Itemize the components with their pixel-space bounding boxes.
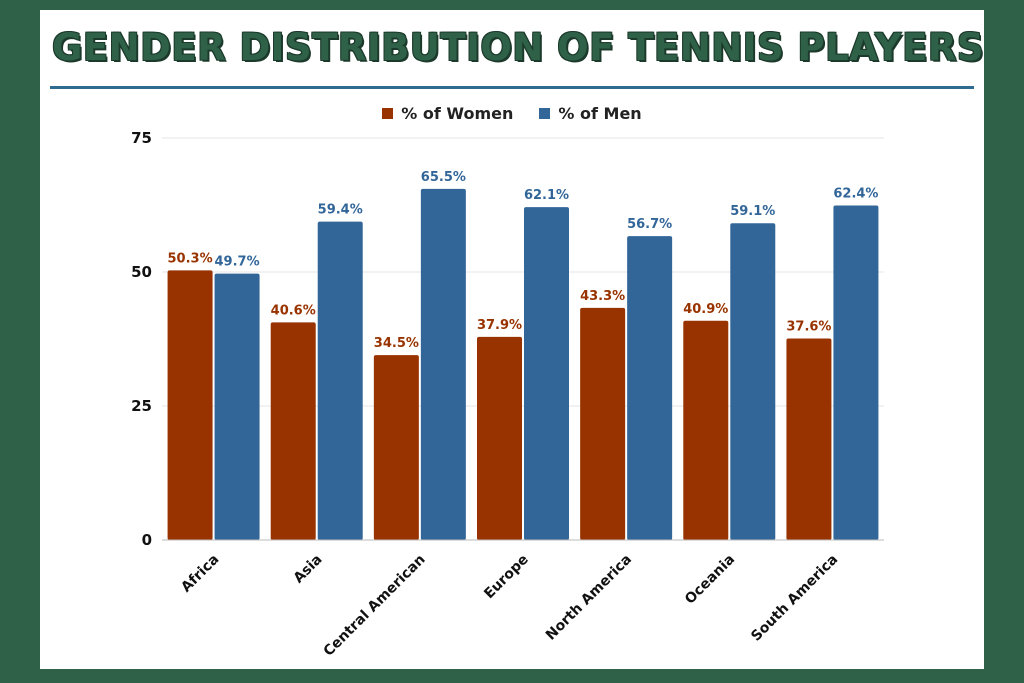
legend-swatch-women (382, 108, 394, 119)
data-label-women: 40.9% (683, 302, 728, 317)
data-label-women: 37.9% (477, 318, 522, 333)
bar-men (627, 236, 673, 540)
data-label-men: 49.7% (215, 255, 260, 270)
bar-men (730, 223, 776, 540)
bar-women (786, 338, 832, 540)
data-label-men: 65.5% (421, 170, 466, 185)
chart-legend: % of Women % of Men (40, 104, 984, 123)
bar-women (270, 322, 316, 540)
bar-women (683, 320, 729, 540)
bar-men (833, 205, 879, 540)
bar-women (580, 307, 626, 540)
bar-women (373, 355, 419, 540)
data-label-men: 56.7% (627, 217, 672, 232)
y-tick-label: 25 (131, 397, 152, 415)
chart-card: GENDER DISTRIBUTION OF TENNIS PLAYERS % … (40, 10, 984, 669)
x-category-label: Oceania (682, 552, 738, 608)
y-tick-label: 0 (142, 531, 152, 549)
data-label-women: 40.6% (271, 303, 316, 318)
title-divider (50, 86, 974, 89)
x-category-label: Africa (178, 552, 222, 596)
legend-swatch-men (539, 108, 551, 119)
y-tick-label: 75 (131, 129, 152, 147)
x-category-label: Asia (291, 552, 326, 587)
data-label-women: 43.3% (580, 289, 625, 304)
x-category-label: Europe (481, 552, 532, 603)
bar-women (477, 336, 522, 540)
bar-men (524, 207, 569, 541)
data-label-men: 59.4% (318, 203, 363, 218)
x-category-label: Central American (321, 552, 429, 660)
legend-item-men: % of Men (539, 104, 642, 123)
bar-men (317, 221, 363, 540)
data-label-men: 59.1% (730, 204, 775, 219)
data-label-men: 62.4% (833, 187, 878, 202)
data-label-men: 62.1% (524, 188, 569, 203)
chart-title: GENDER DISTRIBUTION OF TENNIS PLAYERS (52, 26, 984, 69)
data-label-women: 50.3% (168, 251, 213, 266)
bar-men (214, 273, 260, 540)
bar-women (167, 270, 213, 540)
x-category-label: North America (543, 552, 635, 644)
data-label-women: 34.5% (374, 336, 419, 351)
legend-label-women: % of Women (401, 104, 514, 123)
bar-men (420, 188, 466, 541)
x-category-label: South America (748, 552, 841, 645)
y-tick-label: 50 (131, 263, 152, 281)
legend-label-men: % of Men (558, 104, 642, 123)
bar-chart: 0 25 50 75 50.3% 49.7% Africa 40.6% 59.4% Asia 34.… (131, 129, 884, 660)
data-label-women: 37.6% (786, 319, 831, 334)
legend-item-women: % of Women (382, 104, 513, 123)
